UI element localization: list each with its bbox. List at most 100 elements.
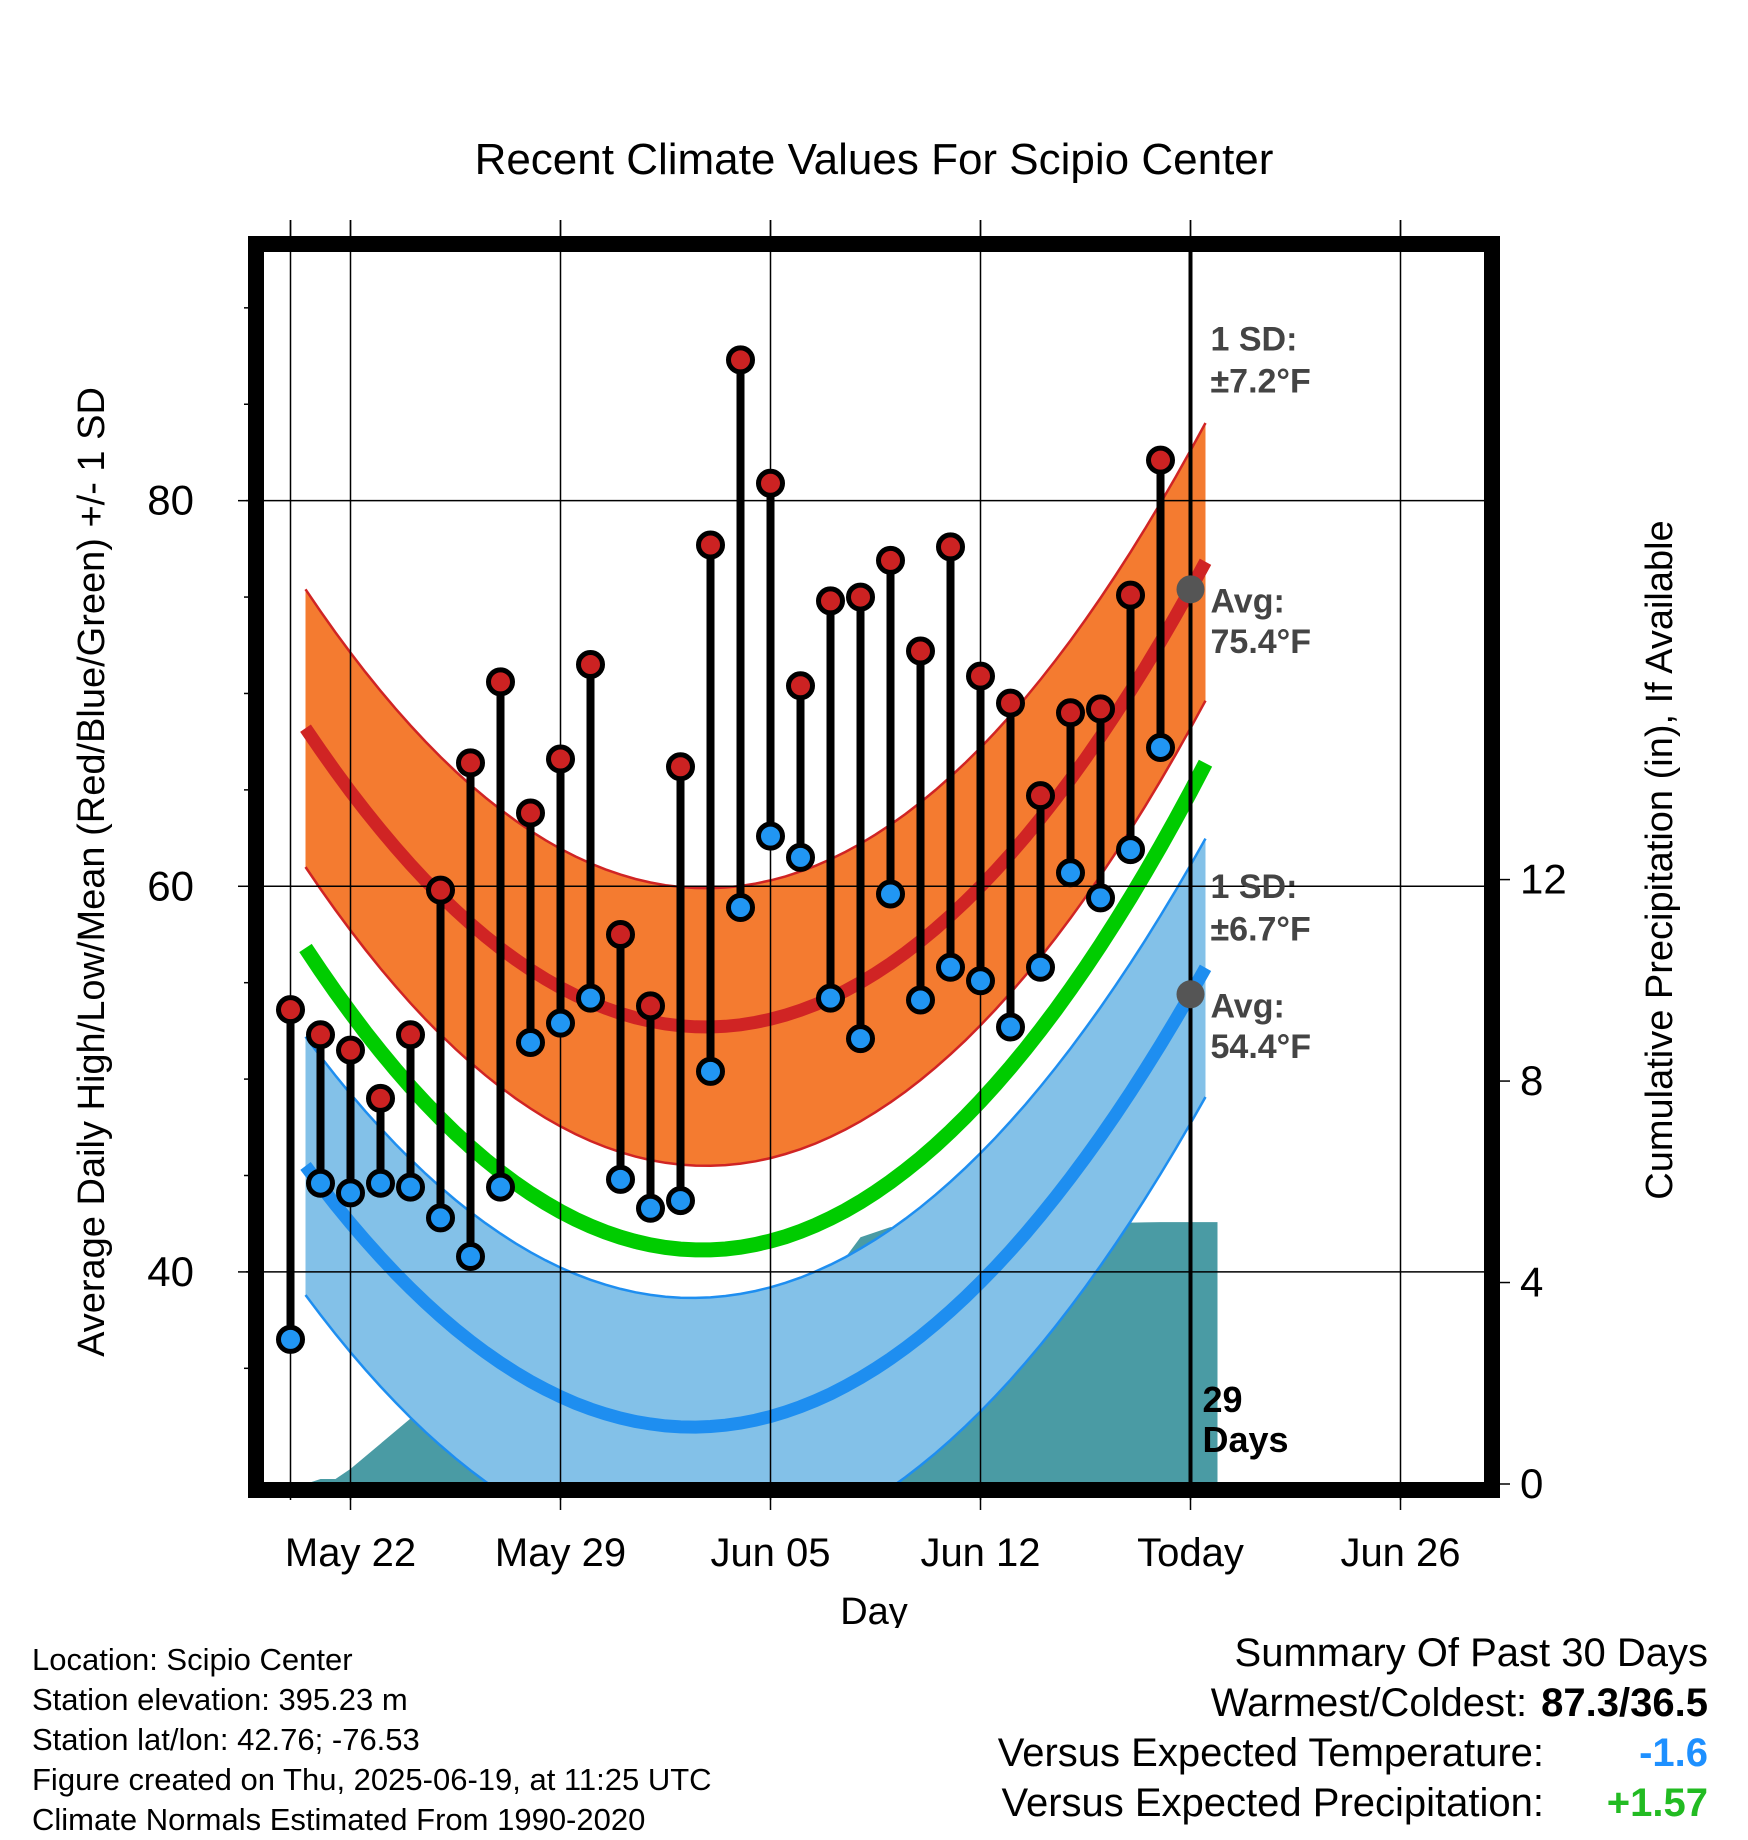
daily-low-point bbox=[726, 892, 755, 922]
daily-low-point bbox=[516, 1027, 545, 1057]
x-tick-label: Today bbox=[1137, 1531, 1244, 1575]
daily-high-point bbox=[966, 661, 995, 691]
daily-high-point bbox=[726, 345, 755, 375]
daily-high-point bbox=[816, 586, 845, 616]
warmest-label: Warmest/Coldest: bbox=[1210, 1681, 1528, 1725]
daily-low-point bbox=[816, 983, 845, 1013]
daily-low-point bbox=[666, 1186, 695, 1216]
station-info: Location: Scipio Center Station elevatio… bbox=[32, 1640, 712, 1840]
daily-high-point bbox=[276, 995, 305, 1025]
daily-high-point bbox=[606, 919, 635, 949]
warmest-value: 87.3/36.5 bbox=[1541, 1681, 1708, 1725]
plot-frame bbox=[248, 236, 1500, 1498]
normal-mean-line bbox=[299, 759, 1213, 1258]
daily-high-point bbox=[546, 744, 575, 774]
precip-value: +1.57 bbox=[1606, 1781, 1708, 1825]
y-axis-label-left: Average Daily High/Low/Mean (Red/Blue/Gr… bbox=[71, 387, 113, 1357]
daily-high-point bbox=[636, 991, 665, 1021]
daily-low-point bbox=[1086, 883, 1115, 913]
daily-low-point bbox=[276, 1324, 305, 1354]
daily-high-point bbox=[786, 671, 815, 701]
normal-low-band-lower bbox=[304, 1096, 1207, 1484]
daily-low-point bbox=[1116, 835, 1145, 865]
summary-panel: Summary Of Past 30 Days Warmest/Coldest:… bbox=[998, 1628, 1708, 1828]
x-tick-label: May 22 bbox=[285, 1531, 416, 1575]
today-days-label: Days bbox=[1203, 1419, 1289, 1460]
daily-low-point bbox=[846, 1024, 875, 1054]
high-avg-value: 75.4°F bbox=[1211, 623, 1312, 661]
daily-low-point bbox=[1026, 952, 1055, 982]
daily-low-point bbox=[966, 966, 995, 996]
daily-low-point bbox=[576, 983, 605, 1013]
daily-low-point bbox=[756, 821, 785, 851]
low-avg-value: 54.4°F bbox=[1211, 1028, 1312, 1066]
daily-high-point bbox=[396, 1020, 425, 1050]
daily-low-point bbox=[606, 1164, 635, 1194]
summary-precip-row: Versus Expected Precipitation: +1.57 bbox=[998, 1778, 1708, 1828]
station-elevation: Station elevation: 395.23 m bbox=[32, 1682, 408, 1717]
normal-low-line bbox=[300, 964, 1212, 1434]
chart-title: Recent Climate Values For Scipio Center bbox=[475, 135, 1274, 184]
daily-high-point bbox=[456, 748, 485, 778]
daily-low-point bbox=[996, 1012, 1025, 1042]
daily-low-point bbox=[366, 1168, 395, 1198]
summary-heading: Summary Of Past 30 Days bbox=[1234, 1631, 1708, 1675]
daily-low-point bbox=[936, 952, 965, 982]
daily-high-point bbox=[306, 1020, 335, 1050]
summary-temp-row: Versus Expected Temperature: -1.6 bbox=[998, 1728, 1708, 1778]
daily-low-point bbox=[1146, 732, 1175, 762]
y-axis-label-right: Cumulative Precipitation (in), If Availa… bbox=[1639, 520, 1681, 1199]
left-tick-label: 80 bbox=[147, 477, 194, 524]
daily-high-point bbox=[576, 650, 605, 680]
normal-high-band-lower bbox=[304, 700, 1207, 1168]
daily-low-point bbox=[396, 1172, 425, 1202]
left-tick-label: 40 bbox=[147, 1248, 194, 1295]
right-tick-label: 8 bbox=[1520, 1057, 1543, 1104]
daily-low-point bbox=[426, 1203, 455, 1233]
station-latlon: Station lat/lon: 42.76; -76.53 bbox=[32, 1722, 420, 1757]
low-avg-label: Avg: bbox=[1211, 987, 1285, 1025]
daily-high-point bbox=[996, 688, 1025, 718]
summary-warmest-row: Warmest/Coldest: 87.3/36.5 bbox=[998, 1678, 1708, 1728]
normal-low-band-upper bbox=[304, 837, 1207, 1300]
high-avg-label: Avg: bbox=[1211, 582, 1285, 620]
normal-low-today-marker bbox=[1176, 980, 1205, 1009]
high-sd-label: 1 SD: bbox=[1211, 320, 1298, 358]
daily-high-point bbox=[1116, 580, 1145, 610]
daily-high-point bbox=[486, 667, 515, 697]
high-sd-value: ±7.2°F bbox=[1211, 363, 1311, 401]
climate-chart: Recent Climate Values For Scipio Center … bbox=[71, 135, 1681, 1628]
daily-high-point bbox=[1056, 698, 1085, 728]
daily-low-point bbox=[336, 1178, 365, 1208]
daily-low-point bbox=[876, 879, 905, 909]
daily-low-point bbox=[306, 1168, 335, 1198]
temp-value: -1.6 bbox=[1639, 1731, 1708, 1775]
x-tick-label: Jun 26 bbox=[1340, 1531, 1460, 1575]
normal-high-line bbox=[300, 558, 1212, 1034]
figure-created: Figure created on Thu, 2025-06-19, at 11… bbox=[32, 1762, 712, 1797]
daily-low-point bbox=[786, 842, 815, 872]
daily-low-point bbox=[456, 1241, 485, 1271]
daily-high-point bbox=[906, 636, 935, 666]
x-tick-label: May 29 bbox=[495, 1531, 626, 1575]
daily-low-point bbox=[636, 1193, 665, 1223]
x-tick-label: Jun 05 bbox=[710, 1531, 830, 1575]
daily-high-point bbox=[426, 875, 455, 905]
daily-low-point bbox=[486, 1172, 515, 1202]
daily-high-point bbox=[756, 468, 785, 498]
daily-high-point bbox=[846, 582, 875, 612]
daily-low-point bbox=[906, 985, 935, 1015]
daily-high-point bbox=[366, 1083, 395, 1113]
right-tick-label: 4 bbox=[1520, 1259, 1543, 1306]
daily-high-point bbox=[936, 532, 965, 562]
low-sd-value: ±6.7°F bbox=[1211, 910, 1311, 948]
daily-high-point bbox=[666, 752, 695, 782]
daily-high-point bbox=[876, 545, 905, 575]
daily-high-point bbox=[696, 530, 725, 560]
left-tick-label: 60 bbox=[147, 862, 194, 909]
daily-high-point bbox=[336, 1035, 365, 1065]
station-location: Location: Scipio Center bbox=[32, 1642, 353, 1677]
daily-high-point bbox=[516, 798, 545, 828]
daily-low-point bbox=[1056, 858, 1085, 888]
